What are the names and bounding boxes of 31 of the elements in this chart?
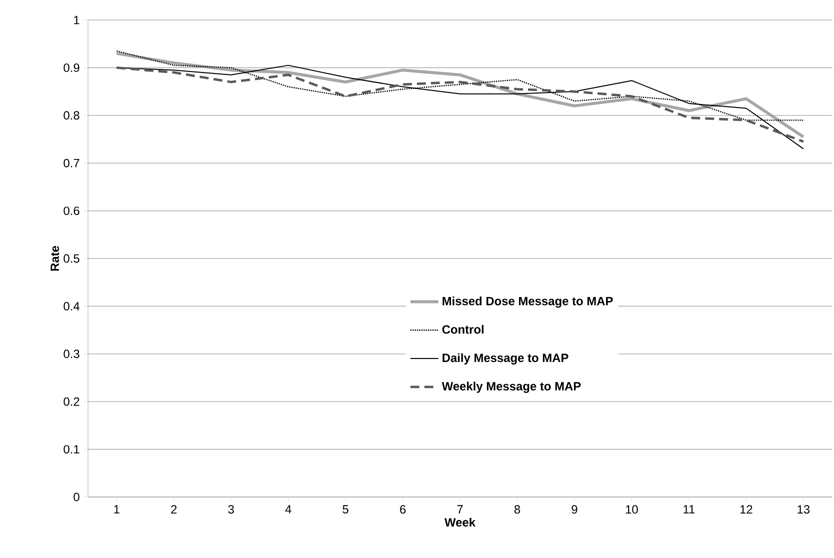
x-axis-title: Week [444,518,476,527]
x-tick-label: 5 [342,505,348,514]
legend-label: Missed Dose Message to MAP [442,296,613,308]
y-tick-label: 1 [74,16,80,24]
x-tick-label: 13 [798,505,810,514]
x-tick-label: 3 [228,505,234,514]
y-tick-label: 0.1 [64,445,80,454]
legend-label: Daily Message to MAP [442,353,568,365]
y-tick-label: 0.8 [64,111,80,120]
x-tick-label: 8 [514,505,520,514]
legend-label: Control [442,324,484,334]
x-tick-label: 7 [457,505,463,514]
y-tick-label: 0.9 [64,63,80,72]
y-tick-label: 0 [74,492,80,502]
x-tick-label: 10 [626,505,638,514]
y-axis-title: Rate [50,246,60,271]
y-tick-label: 0.3 [64,350,80,358]
x-tick-label: 6 [400,505,406,514]
legend-label: Weekly Message to MAP [442,382,581,393]
x-tick-label: 2 [171,505,177,514]
y-tick-label: 0.6 [64,206,80,216]
x-tick-label: 11 [684,505,695,514]
x-tick-label: 4 [285,505,292,514]
y-tick-label: 0.4 [64,302,80,310]
y-tick-label: 0.7 [64,158,80,168]
x-tick-label: 12 [740,505,752,514]
y-tick-label: 0.2 [64,397,80,406]
line-series [115,52,805,138]
x-tick-label: 9 [572,505,578,514]
x-tick-label: 1 [114,505,120,514]
y-tick-label: 0.5 [64,254,80,263]
